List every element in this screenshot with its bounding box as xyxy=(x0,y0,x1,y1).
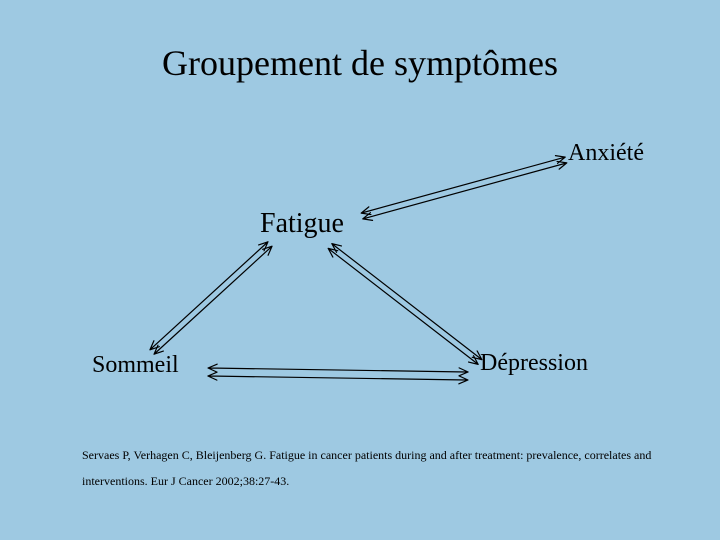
node-depression: Dépression xyxy=(480,350,588,377)
citation-line1: Servaes P, Verhagen C, Bleijenberg G. Fa… xyxy=(82,448,651,462)
citation-line2b: . Eur J Cancer 2002;38:27-43. xyxy=(145,474,290,488)
node-fatigue: Fatigue xyxy=(260,208,344,240)
slide-title: Groupement de symptômes xyxy=(0,42,720,84)
node-sommeil: Sommeil xyxy=(92,352,179,379)
node-anxiete: Anxiété xyxy=(568,140,644,167)
citation-line2a: interventions xyxy=(82,474,145,488)
slide: Groupement de symptômes Anxiété Fatigue … xyxy=(0,0,720,540)
citation: Servaes P, Verhagen C, Bleijenberg G. Fa… xyxy=(82,442,651,495)
